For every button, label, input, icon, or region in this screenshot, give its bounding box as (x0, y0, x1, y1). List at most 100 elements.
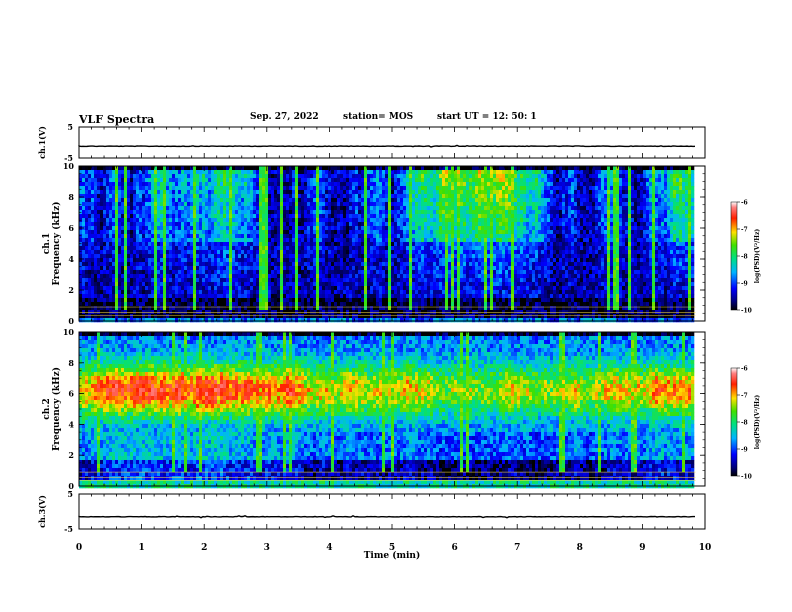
spectrogram-cell (421, 214, 425, 219)
spectrogram-cell (109, 306, 113, 311)
spectrogram-cell (226, 262, 230, 267)
spectrogram-cell (373, 242, 377, 247)
spectrogram-cell (181, 242, 185, 247)
spectrogram-cell (187, 230, 191, 235)
spectrogram-cell (106, 206, 110, 211)
spectrogram-cell (436, 294, 440, 299)
spectrogram-cell (142, 222, 146, 227)
spectrogram-cell (232, 206, 236, 211)
spectrogram-cell (424, 170, 428, 175)
spectrogram-cell (202, 182, 206, 187)
spectrogram-cell (268, 226, 272, 231)
spectrogram-cell (106, 242, 110, 247)
spectrogram-cell (286, 202, 290, 207)
spectrogram-cell (379, 186, 383, 191)
spectrogram-cell (190, 170, 194, 175)
spectrogram-cell (316, 206, 320, 211)
spectrogram-cell (193, 198, 197, 203)
spectrogram-cell (163, 190, 167, 195)
spectrogram-cell (166, 210, 170, 215)
spectrogram-cell (169, 258, 173, 263)
spectrogram-cell (232, 230, 236, 235)
spectrogram-cell (79, 274, 83, 279)
spectrogram-cell (169, 174, 173, 179)
spectrogram-cell (352, 214, 356, 219)
spectrogram-cell (253, 206, 257, 211)
spectrogram-cell (274, 194, 278, 199)
spectrogram-cell (232, 298, 236, 303)
spectrogram-cell (190, 230, 194, 235)
spectrogram-cell (88, 174, 92, 179)
spectrogram-cell (433, 298, 437, 303)
spectrogram-cell (112, 290, 116, 295)
spectrogram-cell (292, 282, 296, 287)
spectrogram-cell (274, 242, 278, 247)
spectrogram-cell (163, 298, 167, 303)
spectrogram-cell (352, 218, 356, 223)
spectrogram-cell (121, 198, 125, 203)
spectrogram-cell (313, 182, 317, 187)
spectrogram-cell (310, 210, 314, 215)
spectrogram-cell (424, 286, 428, 291)
spectrogram-cell (409, 286, 413, 291)
spectrogram-cell (418, 202, 422, 207)
spectrogram-cell (295, 290, 299, 295)
spectrogram-cell (430, 222, 434, 227)
spectrogram-cell (112, 274, 116, 279)
spectrogram-cell (370, 242, 374, 247)
spectrogram-cell (139, 238, 143, 243)
spectrogram-cell (133, 258, 137, 263)
spectrogram-cell (223, 258, 227, 263)
spectrogram-cell (253, 270, 257, 275)
spectrogram-cell (217, 298, 221, 303)
spectrogram-cell (187, 306, 191, 311)
spectrogram-cell (91, 274, 95, 279)
spectrogram-cell (304, 222, 308, 227)
spectrogram-cell (133, 290, 137, 295)
spectrogram-cell (193, 318, 197, 323)
spectrogram-cell (268, 290, 272, 295)
spectrogram-cell (310, 222, 314, 227)
spectrogram-cell (385, 198, 389, 203)
spectrogram-cell (355, 314, 359, 319)
spectrogram-cell (343, 178, 347, 183)
spectrogram-cell (382, 302, 386, 307)
spectrogram-cell (154, 318, 158, 323)
spectrogram-cell (265, 234, 269, 239)
spectrogram-cell (292, 218, 296, 223)
spectrogram-cell (289, 254, 293, 259)
spectrogram-cell (139, 186, 143, 191)
spectrogram-cell (226, 278, 230, 283)
spectrogram-cell (376, 282, 380, 287)
spectrogram-cell (187, 274, 191, 279)
spectrogram-cell (412, 278, 416, 283)
spectrogram-cell (415, 170, 419, 175)
spectrogram-cell (277, 222, 281, 227)
spectrogram-cell (121, 218, 125, 223)
spectrogram-cell (358, 178, 362, 183)
spectrogram-cell (130, 194, 134, 199)
spectrogram-cell (361, 278, 365, 283)
spectrogram-cell (91, 298, 95, 303)
spectrogram-cell (349, 182, 353, 187)
spectrogram-cell (208, 174, 212, 179)
spectrogram-cell (388, 222, 392, 227)
spectrogram-cell (103, 214, 107, 219)
spectrogram-cell (394, 178, 398, 183)
spectrogram-cell (208, 290, 212, 295)
spectrogram-cell (106, 266, 110, 271)
spectrogram-cell (421, 286, 425, 291)
spectrogram-cell (100, 238, 104, 243)
spectrogram-cell (265, 286, 269, 291)
spectrogram-cell (310, 230, 314, 235)
spectrogram-cell (199, 274, 203, 279)
spectrogram-cell (109, 294, 113, 299)
spectrogram-cell (268, 198, 272, 203)
spectrogram-cell (139, 246, 143, 251)
spectrogram-cell (382, 218, 386, 223)
spectrogram-cell (349, 278, 353, 283)
spectrogram-cell (409, 254, 413, 259)
spectrogram-cell (139, 270, 143, 275)
spectrogram-cell (214, 230, 218, 235)
spectrogram-cell (310, 214, 314, 219)
